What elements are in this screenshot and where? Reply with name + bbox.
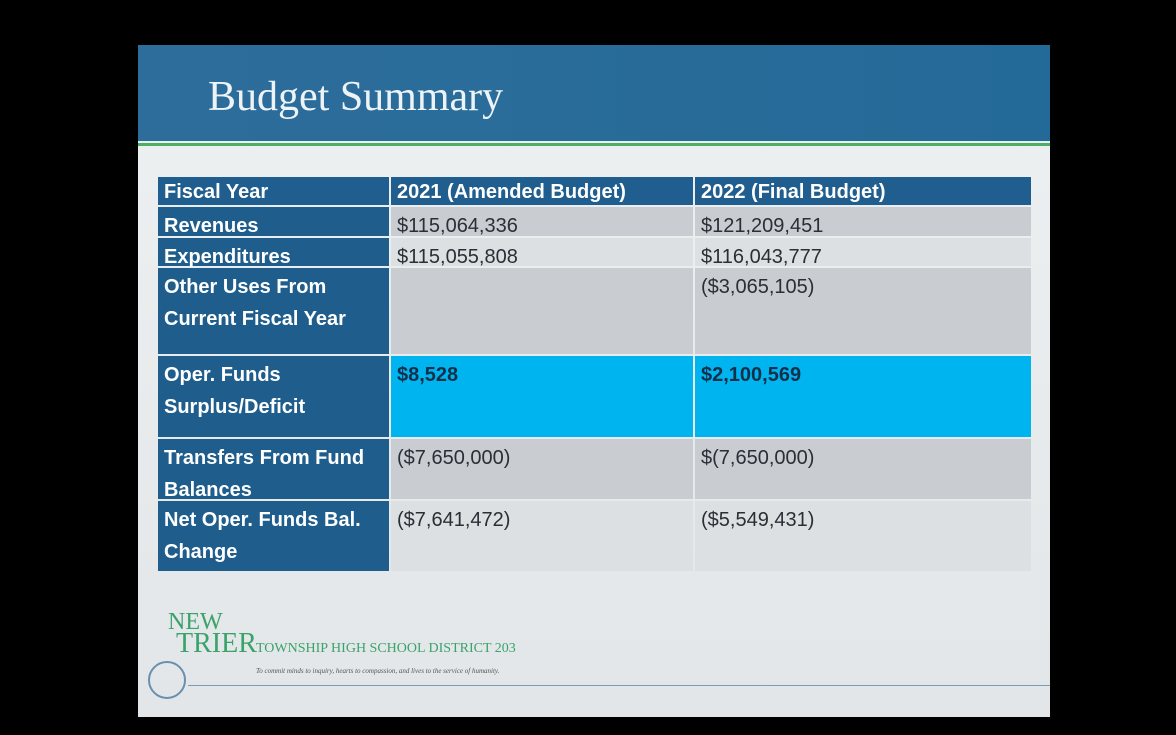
value-cell: $(7,650,000) <box>695 439 1031 499</box>
value-cell: ($7,650,000) <box>391 439 693 499</box>
footer-line <box>188 685 1050 686</box>
seal <box>148 661 186 699</box>
logo-trier: TRIER <box>176 628 257 659</box>
row-label: Revenues <box>158 207 389 237</box>
row-label: Oper. Funds Surplus/Deficit <box>158 356 389 437</box>
slide: Budget Summary Fiscal Year 2021 (Amended … <box>138 45 1050 717</box>
row-label: Expenditures <box>158 238 389 268</box>
header-cell: 2022 (Final Budget) <box>695 177 1031 205</box>
row-label: Other Uses From Current Fiscal Year <box>158 268 389 354</box>
value-cell: $116,043,777 <box>695 238 1031 268</box>
logo-district: TOWNSHIP HIGH SCHOOL DISTRICT 203 <box>256 641 516 656</box>
slide-title: Budget Summary <box>208 74 504 120</box>
value-cell: $2,100,569 <box>695 356 1031 437</box>
value-cell <box>391 268 693 354</box>
row-label: Net Oper. Funds Bal. Change <box>158 501 389 571</box>
header-cell: Fiscal Year <box>158 177 389 205</box>
value-cell: ($7,641,472) <box>391 501 693 571</box>
value-cell: $115,055,808 <box>391 238 693 268</box>
divider <box>138 143 1050 146</box>
header-band <box>138 45 1050 141</box>
value-cell: $8,528 <box>391 356 693 437</box>
value-cell: $121,209,451 <box>695 207 1031 237</box>
value-cell: ($3,065,105) <box>695 268 1031 354</box>
row-label: Transfers From Fund Balances <box>158 439 389 501</box>
value-cell: $115,064,336 <box>391 207 693 237</box>
logo-motto: To commit minds to inquiry, hearts to co… <box>256 667 500 675</box>
logo-new: NEW <box>168 609 223 635</box>
header-cell: 2021 (Amended Budget) <box>391 177 693 205</box>
value-cell: ($5,549,431) <box>695 501 1031 571</box>
